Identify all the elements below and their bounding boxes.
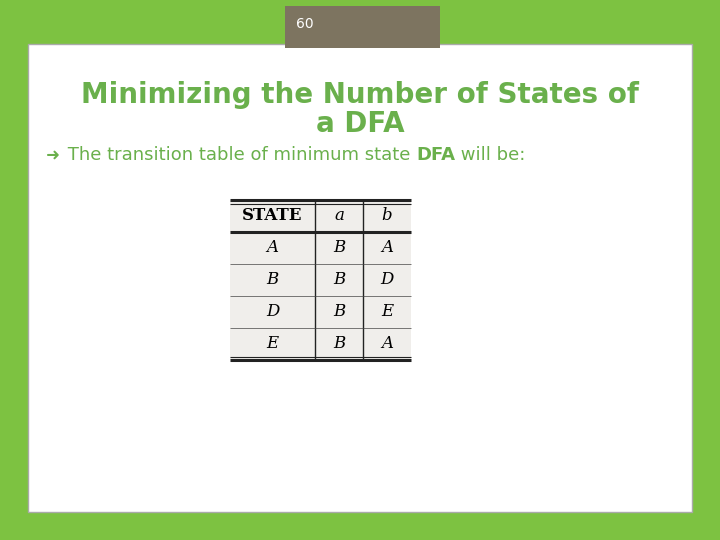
FancyBboxPatch shape — [285, 6, 440, 48]
Text: The transition table of minimum state: The transition table of minimum state — [62, 146, 416, 164]
Text: D: D — [380, 272, 394, 288]
Text: A: A — [266, 240, 279, 256]
Text: STATE: STATE — [242, 207, 302, 225]
FancyBboxPatch shape — [230, 200, 411, 360]
Text: B: B — [333, 303, 345, 321]
Text: DFA: DFA — [416, 146, 455, 164]
Text: ➜: ➜ — [46, 146, 60, 164]
Text: Minimizing the Number of States of: Minimizing the Number of States of — [81, 81, 639, 109]
Text: b: b — [382, 207, 392, 225]
Text: will be:: will be: — [455, 146, 526, 164]
Text: 60: 60 — [296, 17, 314, 31]
Text: E: E — [266, 335, 279, 353]
Text: B: B — [266, 272, 279, 288]
Text: a DFA: a DFA — [315, 110, 405, 138]
Text: B: B — [333, 272, 345, 288]
Text: A: A — [381, 335, 393, 353]
Text: E: E — [381, 303, 393, 321]
Text: a: a — [334, 207, 344, 225]
Text: A: A — [381, 240, 393, 256]
FancyBboxPatch shape — [28, 44, 692, 512]
Text: B: B — [333, 240, 345, 256]
Text: B: B — [333, 335, 345, 353]
Text: D: D — [266, 303, 279, 321]
